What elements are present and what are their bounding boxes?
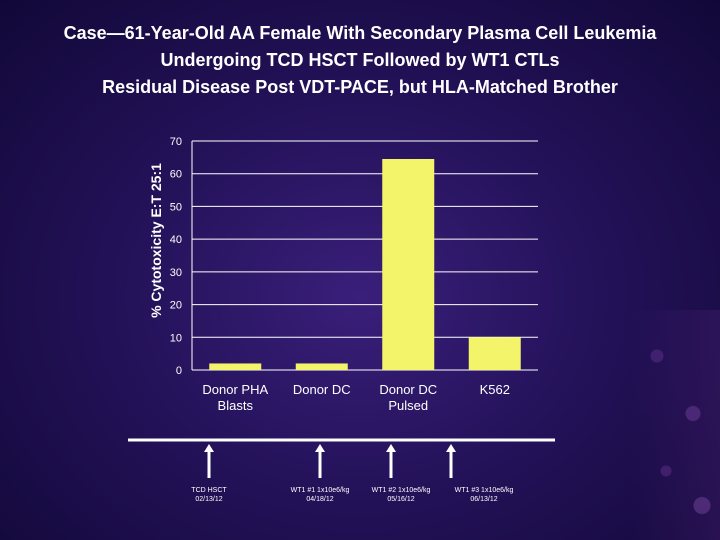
background-texture xyxy=(630,310,720,540)
timeline-label-2-line2: 04/18/12 xyxy=(306,496,334,503)
bar xyxy=(382,158,435,370)
x-tick-label: K562 xyxy=(480,382,510,397)
x-tick-label-line: Pulsed xyxy=(388,398,428,413)
timeline-label-1-line2: 02/13/12 xyxy=(195,496,223,503)
x-tick-label: Donor DC xyxy=(293,382,351,397)
y-tick-label: 50 xyxy=(170,201,182,213)
slide-title: Case—61-Year-Old AA Female With Secondar… xyxy=(0,20,720,101)
timeline-label-1: TCD HSCT 02/13/12 xyxy=(181,486,237,504)
timeline-label-2-line1: WT1 #1 1x10e6/kg xyxy=(290,487,350,494)
y-tick-label: 30 xyxy=(170,267,182,279)
timeline-label-3-line2: 05/16/12 xyxy=(387,496,415,503)
timeline-label-2: WT1 #1 1x10e6/kg 04/18/12 xyxy=(282,486,358,504)
x-tick-label: Donor PHA Blasts xyxy=(202,382,268,413)
timeline-label-4: WT1 #3 1x10e6/kg 06/13/12 xyxy=(446,486,522,504)
timeline-arrow-head xyxy=(386,444,396,452)
y-axis-title: % Cytotoxicity E:T 25:1 xyxy=(148,163,164,318)
bar xyxy=(209,363,262,370)
x-tick-label-line: Donor PHA xyxy=(202,382,268,397)
title-line-1: Case—61-Year-Old AA Female With Secondar… xyxy=(63,23,657,43)
x-tick-label-line: Donor DC xyxy=(379,382,437,397)
bar xyxy=(468,337,521,370)
y-tick-label: 70 xyxy=(170,136,182,148)
timeline-label-1-line1: TCD HSCT xyxy=(191,487,227,494)
timeline-arrow-head xyxy=(446,444,456,452)
timeline-label-3: WT1 #2 1x10e6/kg 05/16/12 xyxy=(363,486,439,504)
x-tick-label-line: Blasts xyxy=(218,398,254,413)
timeline-arrow-head xyxy=(204,444,214,452)
x-tick-label-line: Donor DC xyxy=(293,382,351,397)
y-tick-label: 0 xyxy=(176,365,182,377)
timeline-label-4-line1: WT1 #3 1x10e6/kg xyxy=(454,487,514,494)
y-tick-label: 60 xyxy=(170,169,182,181)
y-tick-label: 10 xyxy=(170,332,182,344)
x-tick-label-line: K562 xyxy=(480,382,510,397)
x-tick-label: Donor DC Pulsed xyxy=(379,382,437,413)
timeline-label-4-line2: 06/13/12 xyxy=(470,496,498,503)
title-line-3: Residual Disease Post VDT-PACE, but HLA-… xyxy=(102,77,618,97)
bar xyxy=(295,363,348,370)
y-tick-label: 40 xyxy=(170,234,182,246)
title-line-2: Undergoing TCD HSCT Followed by WT1 CTLs xyxy=(160,50,560,70)
timeline-label-3-line1: WT1 #2 1x10e6/kg xyxy=(371,487,431,494)
timeline-arrow-head xyxy=(315,444,325,452)
y-tick-label: 20 xyxy=(170,300,182,312)
